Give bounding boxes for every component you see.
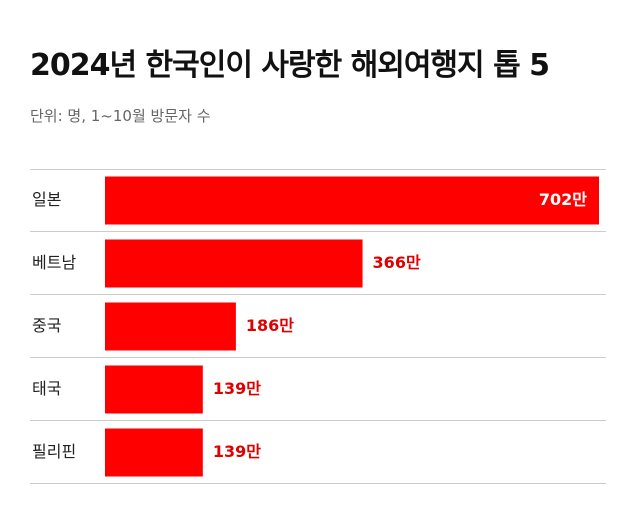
category-label: 베트남 <box>32 253 76 272</box>
category-label: 필리핀 <box>32 442 76 461</box>
bar <box>105 428 203 477</box>
bar <box>105 176 599 225</box>
bar <box>105 239 363 288</box>
category-label: 일본 <box>32 190 61 209</box>
bar <box>105 302 236 351</box>
value-label: 702만 <box>539 190 587 209</box>
bar <box>105 365 203 414</box>
value-label: 139만 <box>213 379 261 398</box>
category-label: 중국 <box>32 316 61 335</box>
chart-subtitle: 단위: 명, 1~10월 방문자 수 <box>30 107 211 125</box>
value-label: 186만 <box>246 316 294 335</box>
value-label: 366만 <box>373 253 421 272</box>
value-label: 139만 <box>213 442 261 461</box>
chart-title: 2024년 한국인이 사랑한 해외여행지 톱 5 <box>30 48 550 83</box>
category-label: 태국 <box>32 379 61 398</box>
bar-chart: 일본 702만 베트남 366만 중국 186만 태국 139만 필리핀 139만 <box>30 169 606 484</box>
